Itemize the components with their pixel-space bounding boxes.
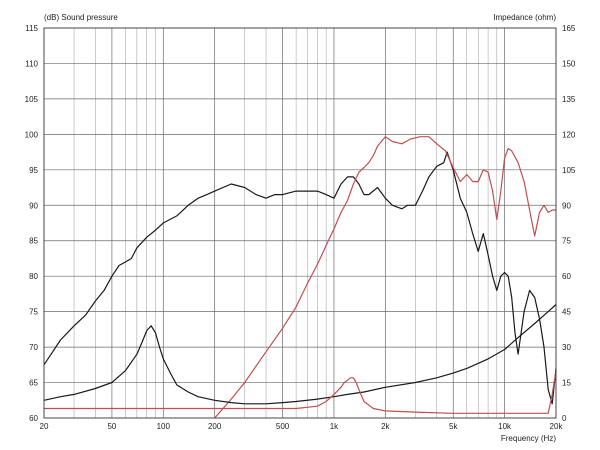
y-tick-label: 60 — [29, 414, 38, 423]
y2-tick-label: 15 — [562, 379, 571, 388]
x-tick-label: 500 — [276, 422, 290, 431]
y2-tick-label: 75 — [562, 237, 571, 246]
y-tick-label: 80 — [29, 272, 38, 281]
y2-tick-label: 90 — [562, 201, 571, 210]
y-tick-label: 100 — [25, 130, 39, 139]
x-tick-label: 50 — [107, 422, 116, 431]
y-tick-label: 110 — [25, 59, 38, 68]
y-tick-label: 90 — [29, 201, 38, 210]
y2-tick-label: 60 — [562, 272, 571, 281]
y2-tick-label: 0 — [562, 414, 567, 423]
y2-tick-label: 120 — [562, 130, 576, 139]
y2-tick-label: 45 — [562, 308, 571, 317]
x-tick-label: 1k — [330, 422, 339, 431]
y-tick-label: 70 — [29, 343, 38, 352]
x-tick-label: 5k — [449, 422, 458, 431]
y-tick-label: 105 — [25, 95, 39, 104]
plot-area — [43, 27, 557, 419]
spl-curve — [43, 151, 557, 405]
grid-lines — [44, 28, 556, 418]
y2-tick-label: 105 — [562, 166, 576, 175]
y-tick-label: 95 — [29, 166, 38, 175]
y-tick-label: 65 — [29, 379, 38, 388]
y-axis-title: (dB) Sound pressure — [44, 13, 118, 22]
x-tick-label: 2k — [381, 422, 390, 431]
series-layer — [43, 136, 557, 419]
baseline-curve-red — [44, 370, 557, 414]
x-tick-label: 100 — [157, 422, 171, 431]
x-axis-title: Frequency (Hz) — [501, 434, 556, 443]
x-tick-label: 20 — [40, 422, 49, 431]
x-tick-label: 10k — [498, 422, 512, 431]
x-tick-label: 200 — [208, 422, 222, 431]
y2-tick-label: 165 — [562, 24, 576, 33]
y-tick-label: 115 — [25, 24, 38, 33]
tick-labels: 20 50 100 200 500 1k 2k 5k 10k 20k 60 65 70 75 80 85 90 9… — [25, 24, 576, 431]
y2-tick-label: 135 — [562, 95, 576, 104]
impedance-curve-red — [214, 136, 556, 419]
impedance-curve-black — [43, 304, 557, 405]
y-tick-label: 85 — [29, 237, 38, 246]
x-tick-label: 20k — [550, 422, 564, 431]
y2-tick-label: 150 — [562, 59, 576, 68]
y2-axis-title: Impedance (ohm) — [493, 13, 556, 22]
y-tick-label: 75 — [29, 308, 38, 317]
y2-tick-label: 30 — [562, 343, 571, 352]
